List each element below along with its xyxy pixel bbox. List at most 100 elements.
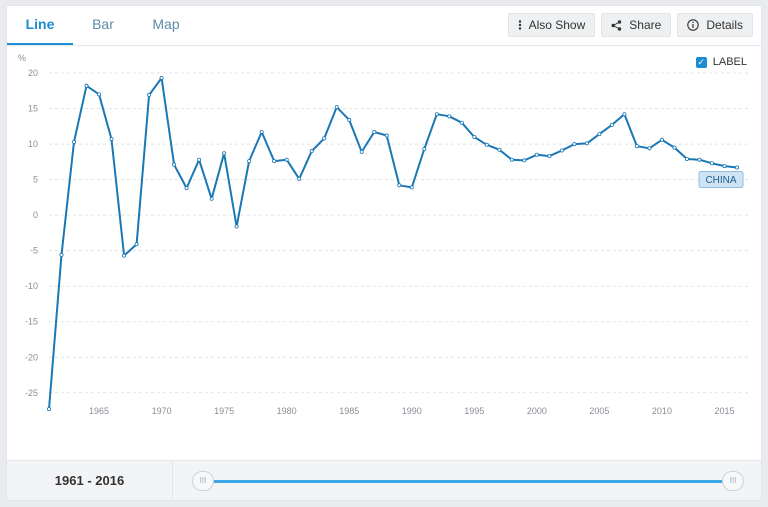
range-start-handle[interactable]: III: [192, 471, 214, 491]
data-point: [434, 112, 439, 117]
data-point: [109, 137, 114, 142]
data-point: [572, 142, 577, 147]
data-point: [222, 151, 227, 156]
range-end-handle[interactable]: III: [722, 471, 744, 491]
data-point: [384, 133, 389, 138]
data-point: [309, 149, 314, 154]
data-point: [647, 146, 652, 151]
data-point: [334, 105, 339, 110]
data-point: [522, 158, 527, 163]
y-tick-label: -25: [25, 388, 38, 398]
share-label: Share: [629, 18, 662, 32]
data-point: [609, 122, 614, 127]
data-point: [184, 186, 189, 191]
chart-toolbar: Also Show Share Details: [507, 13, 753, 37]
data-point: [597, 132, 602, 137]
x-tick-label: 1980: [277, 406, 297, 416]
label-toggle-text: LABEL: [712, 56, 747, 68]
y-tick-label: -15: [25, 317, 38, 327]
time-range-bar: 1961 - 2016 III III: [7, 460, 761, 501]
x-tick-label: 1975: [214, 406, 234, 416]
data-point: [447, 114, 452, 119]
data-point: [559, 148, 564, 153]
x-tick-label: 1970: [152, 406, 172, 416]
tab-map[interactable]: Map: [152, 16, 180, 32]
data-point: [72, 139, 77, 144]
data-point: [684, 156, 689, 161]
x-tick-label: 1965: [89, 406, 109, 416]
data-point: [284, 157, 289, 162]
y-axis-label: %: [18, 53, 26, 63]
data-point: [672, 145, 677, 150]
data-point: [459, 120, 464, 125]
data-point: [84, 83, 89, 88]
x-tick-label: 2010: [652, 406, 672, 416]
x-tick-label: 1990: [402, 406, 422, 416]
series-label-box: [698, 171, 744, 189]
y-tick-label: -5: [30, 246, 38, 256]
data-point: [47, 407, 52, 412]
data-point: [634, 144, 639, 149]
y-tick-label: 10: [28, 139, 38, 149]
data-point: [147, 93, 152, 98]
x-tick-label: 1985: [339, 406, 359, 416]
data-point: [735, 165, 740, 170]
data-point: [159, 75, 164, 80]
data-point: [272, 159, 277, 164]
share-button[interactable]: Share: [601, 13, 672, 37]
data-point: [97, 92, 102, 97]
chart-type-tabs: Line Bar Map: [7, 6, 199, 46]
y-tick-label: 0: [33, 210, 38, 220]
data-point: [172, 162, 177, 167]
data-point: [472, 134, 477, 139]
data-point: [372, 129, 377, 134]
chart-panel: Line Bar Map Also Show Share Details ✓ L…: [6, 5, 762, 501]
also-show-label: Also Show: [528, 18, 586, 32]
label-toggle[interactable]: ✓ LABEL: [695, 56, 747, 68]
x-tick-label: 2000: [527, 406, 547, 416]
share-icon: [611, 19, 622, 31]
x-tick-label: 2015: [714, 406, 734, 416]
series-line: [48, 77, 738, 410]
data-point: [709, 161, 714, 166]
y-tick-label: -20: [25, 352, 38, 362]
data-point: [209, 196, 214, 201]
data-point: [509, 157, 514, 162]
y-tick-label: -10: [25, 281, 38, 291]
data-point: [259, 129, 264, 134]
data-point: [197, 157, 202, 162]
data-point: [659, 137, 664, 142]
y-tick-label: 20: [28, 68, 38, 78]
data-point: [422, 147, 427, 152]
data-point: [409, 185, 414, 190]
series-label: CHINA: [705, 175, 736, 186]
vertical-dots-icon: [518, 20, 522, 30]
data-point: [722, 164, 727, 169]
data-point: [697, 157, 702, 162]
data-point: [484, 142, 489, 147]
data-point: [497, 147, 502, 152]
data-point: [547, 154, 552, 159]
x-tick-label: 1995: [464, 406, 484, 416]
data-point: [584, 141, 589, 146]
range-slider-track[interactable]: [203, 480, 735, 483]
data-point: [322, 136, 327, 141]
checkbox-checked-icon[interactable]: ✓: [695, 56, 707, 68]
tabs-divider: [7, 45, 761, 46]
info-icon: [687, 19, 700, 31]
tab-line[interactable]: Line: [7, 6, 73, 46]
y-tick-label: 5: [33, 175, 38, 185]
details-button[interactable]: Details: [677, 13, 753, 37]
data-point: [234, 224, 239, 229]
tab-bar[interactable]: Bar: [92, 16, 114, 32]
y-tick-label: 15: [28, 104, 38, 114]
data-point: [347, 117, 352, 122]
data-point: [534, 152, 539, 157]
data-point: [59, 252, 64, 257]
data-point: [297, 176, 302, 181]
data-point: [622, 112, 627, 117]
data-point: [122, 253, 127, 258]
also-show-button[interactable]: Also Show: [507, 13, 596, 37]
data-point: [134, 242, 139, 247]
